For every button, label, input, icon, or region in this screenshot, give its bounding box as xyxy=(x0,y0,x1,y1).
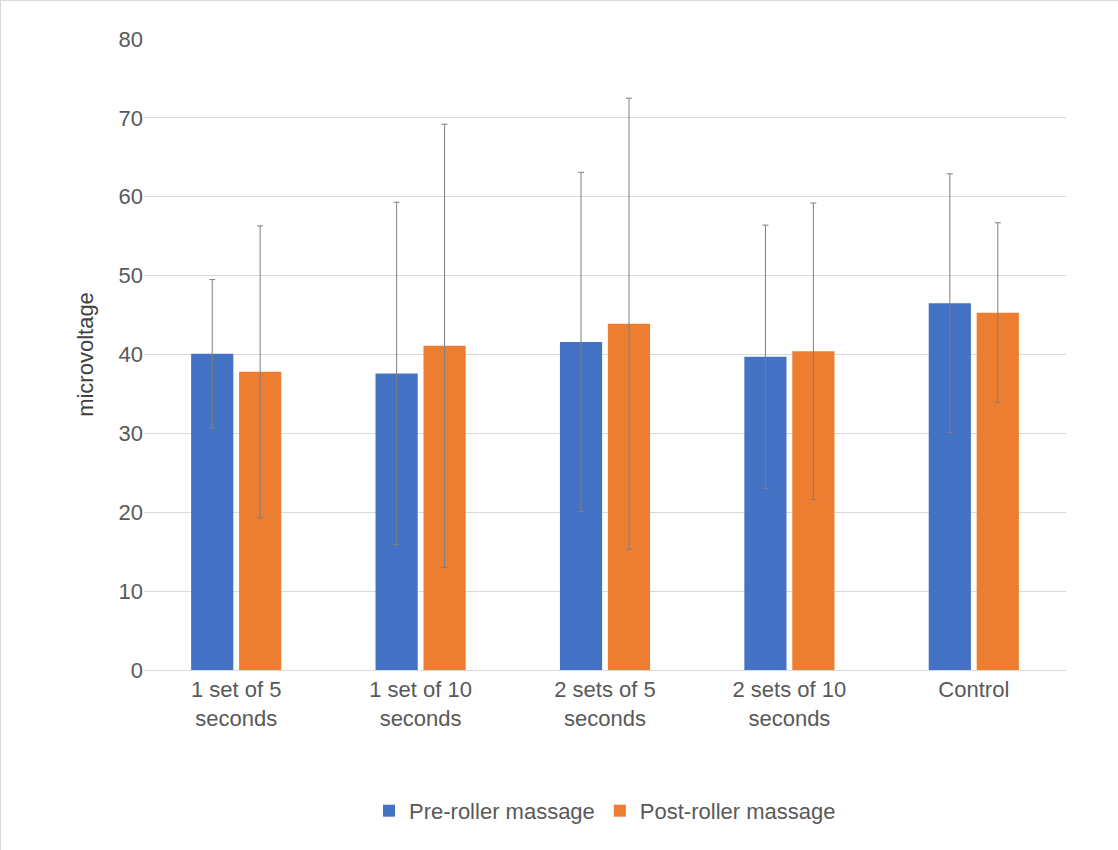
svg-text:1 set of 10seconds: 1 set of 10seconds xyxy=(369,677,472,731)
svg-text:80: 80 xyxy=(119,27,143,52)
svg-text:50: 50 xyxy=(119,263,143,288)
svg-text:10: 10 xyxy=(119,579,143,604)
svg-text:1 set of 5seconds: 1 set of 5seconds xyxy=(191,677,282,731)
svg-text:Post-roller massage: Post-roller massage xyxy=(640,799,836,824)
svg-text:Control: Control xyxy=(938,677,1009,702)
svg-text:70: 70 xyxy=(119,106,143,131)
svg-text:40: 40 xyxy=(119,342,143,367)
svg-text:microvoltage: microvoltage xyxy=(73,292,98,417)
svg-text:2 sets of 5seconds: 2 sets of 5seconds xyxy=(554,677,656,731)
svg-text:20: 20 xyxy=(119,500,143,525)
svg-text:2 sets of 10seconds: 2 sets of 10seconds xyxy=(733,677,847,731)
svg-text:Pre-roller massage: Pre-roller massage xyxy=(409,799,595,824)
svg-text:60: 60 xyxy=(119,184,143,209)
svg-text:30: 30 xyxy=(119,421,143,446)
svg-text:0: 0 xyxy=(131,658,143,683)
